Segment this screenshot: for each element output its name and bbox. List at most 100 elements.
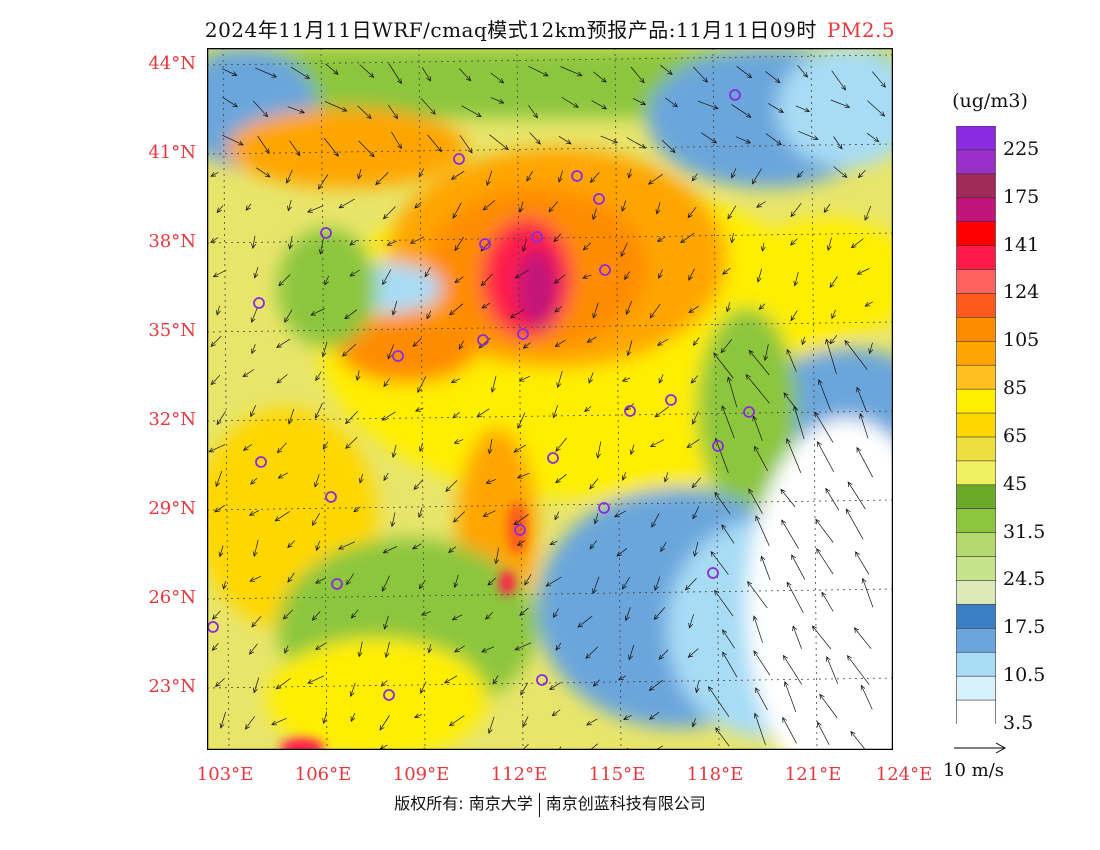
wind-arrow bbox=[780, 488, 796, 508]
wind-arrow bbox=[592, 302, 599, 319]
wind-arrow bbox=[627, 168, 633, 179]
city-marker bbox=[729, 89, 741, 101]
wind-arrow bbox=[346, 573, 354, 586]
wind-arrow bbox=[687, 648, 699, 658]
wind-arrow bbox=[458, 68, 472, 82]
hotspot-sw bbox=[280, 738, 324, 750]
wind-arrow bbox=[661, 139, 676, 154]
wind-arrow bbox=[861, 577, 874, 608]
wind-arrow bbox=[628, 644, 635, 661]
wind-arrow bbox=[684, 577, 697, 591]
wind-arrow bbox=[350, 609, 359, 619]
wind-arrow bbox=[448, 546, 456, 554]
wind-arrow bbox=[450, 378, 460, 384]
wind-arrow bbox=[796, 170, 804, 178]
wind-arrow bbox=[386, 240, 397, 246]
wind-arrow bbox=[817, 721, 830, 746]
legend-level-label: 225 bbox=[1003, 137, 1040, 160]
wind-arrow bbox=[694, 680, 700, 694]
lat-label: 23°N bbox=[148, 676, 196, 697]
graticule bbox=[207, 48, 893, 750]
wind-arrow bbox=[726, 376, 738, 408]
wind-arrow bbox=[554, 306, 562, 313]
city-marker bbox=[325, 491, 337, 503]
wind-arrow bbox=[317, 174, 329, 190]
field-west-orange bbox=[337, 313, 477, 383]
wind-arrow bbox=[582, 274, 592, 279]
wind-arrow bbox=[421, 67, 432, 82]
copyright-separator bbox=[538, 792, 540, 817]
wind-arrow bbox=[276, 374, 288, 384]
wind-arrow bbox=[552, 405, 559, 419]
wind-arrow bbox=[345, 410, 359, 425]
wind-arrow bbox=[621, 377, 631, 382]
wind-arrow bbox=[487, 577, 496, 586]
parallel-line bbox=[207, 677, 893, 689]
city-marker bbox=[514, 524, 526, 536]
wind-arrow bbox=[693, 66, 708, 83]
wind-arrow bbox=[756, 201, 766, 208]
wind-arrow bbox=[553, 608, 559, 619]
wind-arrow bbox=[690, 375, 699, 384]
wind-arrow bbox=[585, 646, 599, 659]
legend-level-label: 124 bbox=[1003, 281, 1040, 304]
wind-arrow bbox=[287, 540, 295, 549]
wind-arrow bbox=[242, 369, 254, 378]
legend-level-label: 85 bbox=[1003, 377, 1028, 400]
wind-arrow bbox=[492, 675, 499, 685]
legend-level-label: 141 bbox=[1003, 233, 1040, 256]
wind-arrow bbox=[494, 547, 500, 565]
wind-arrow bbox=[630, 66, 645, 84]
wind-arrow bbox=[210, 374, 221, 386]
map-title: 2024年11月11日WRF/cmaq模式12km预报产品:11月11日09时 P… bbox=[0, 14, 1100, 43]
wind-arrow bbox=[551, 709, 561, 717]
wind-arrow bbox=[797, 65, 809, 78]
wind-arrow bbox=[786, 581, 804, 614]
wind-arrow bbox=[629, 444, 635, 456]
wind-arrow bbox=[747, 580, 768, 609]
wind-arrow bbox=[731, 104, 752, 118]
wind-arrow bbox=[324, 101, 348, 112]
copyright-left: 版权所有: 南京大学 bbox=[394, 794, 533, 813]
wind-arrow bbox=[855, 551, 870, 575]
wind-arrow bbox=[381, 411, 396, 421]
wind-arrow bbox=[792, 625, 802, 650]
wind-arrow bbox=[595, 441, 602, 459]
wind-arrow bbox=[853, 627, 872, 650]
wind-arrow bbox=[763, 344, 769, 362]
wind-arrow bbox=[831, 70, 846, 91]
wind-arrow bbox=[715, 727, 730, 747]
wind-arrow bbox=[242, 444, 253, 451]
wind-arrow bbox=[829, 334, 838, 345]
wind-arrow bbox=[736, 65, 753, 79]
wind-arrow bbox=[383, 378, 390, 388]
wind-arrow bbox=[658, 649, 669, 660]
field-northwest-green bbox=[277, 228, 377, 348]
wind-arrow bbox=[384, 641, 390, 659]
city-marker bbox=[593, 193, 605, 205]
wind-arrow bbox=[250, 405, 256, 418]
wind-arrow bbox=[516, 540, 525, 546]
wind-arrow bbox=[655, 202, 661, 215]
wind-arrow bbox=[427, 134, 443, 153]
wind-arrow bbox=[338, 198, 355, 209]
wind-arrow bbox=[289, 140, 301, 157]
wind-arrow bbox=[210, 171, 219, 177]
wind-arrow bbox=[381, 575, 390, 592]
wind-arrow bbox=[815, 518, 834, 543]
wind-arrow bbox=[868, 342, 874, 355]
wind-arrow bbox=[818, 379, 832, 411]
wind-arrow bbox=[758, 303, 766, 310]
lon-label: 115°E bbox=[588, 764, 646, 785]
parallel-line bbox=[207, 588, 893, 600]
wind-arrow bbox=[833, 166, 848, 178]
parallel-line bbox=[207, 410, 893, 422]
wind-arrow bbox=[616, 548, 628, 557]
wind-arrow bbox=[481, 646, 495, 653]
lon-label: 118°E bbox=[686, 764, 744, 785]
city-markers bbox=[207, 89, 755, 701]
wind-arrow bbox=[592, 679, 600, 687]
wind-arrow bbox=[692, 541, 699, 557]
legend-level-label: 175 bbox=[1003, 185, 1040, 208]
wind-arrow bbox=[765, 71, 781, 84]
